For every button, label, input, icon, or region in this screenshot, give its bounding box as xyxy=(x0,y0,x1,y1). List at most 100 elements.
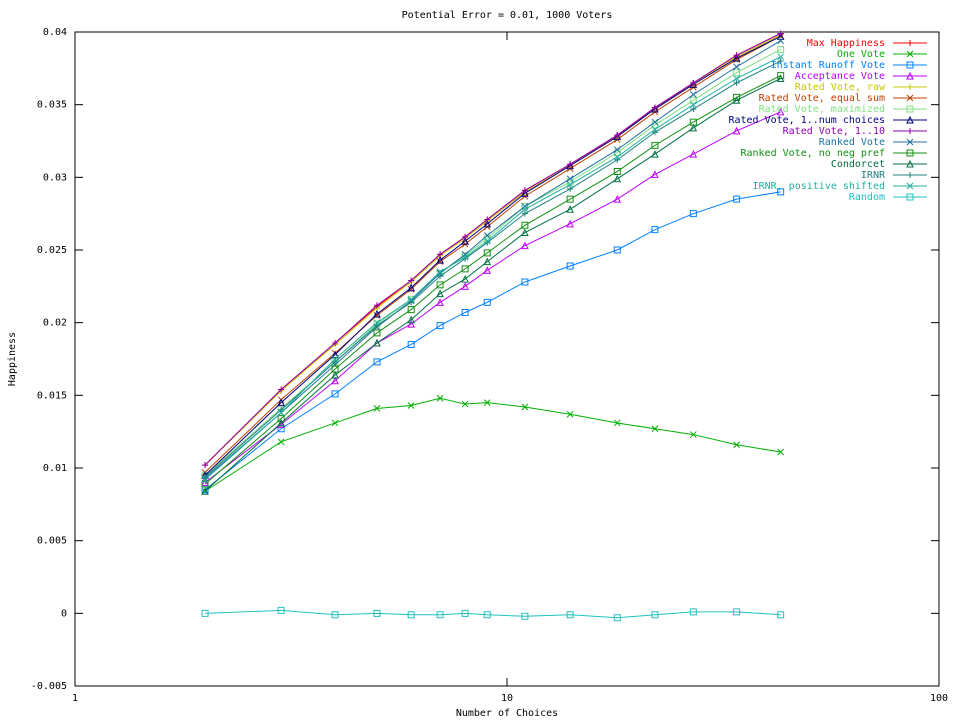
point xyxy=(483,249,491,257)
point xyxy=(436,289,444,298)
point xyxy=(521,187,528,194)
point xyxy=(651,170,659,178)
legend-label: Rated Vote, maximized xyxy=(759,104,885,115)
point xyxy=(566,195,574,203)
point xyxy=(331,611,339,619)
point xyxy=(733,79,740,86)
point xyxy=(613,168,621,176)
legend-label: Ranked Vote xyxy=(819,137,885,148)
point xyxy=(331,419,339,427)
point xyxy=(732,126,741,135)
point xyxy=(483,219,492,228)
point xyxy=(566,262,574,270)
legend-label: Rated Vote, raw xyxy=(795,82,886,93)
point xyxy=(906,149,914,157)
point xyxy=(331,370,339,379)
point xyxy=(521,210,528,217)
x-axis-label: Number of Choices xyxy=(456,708,558,719)
y-tick-label: 0.03 xyxy=(43,172,67,183)
legend-label: IRNR xyxy=(861,170,886,181)
point xyxy=(907,128,913,134)
legend-label: IRNR, positive shifted xyxy=(753,181,885,192)
point xyxy=(613,149,621,157)
point xyxy=(436,281,444,289)
point xyxy=(906,193,914,201)
point xyxy=(733,52,740,59)
point xyxy=(689,431,697,438)
point xyxy=(373,609,381,617)
point xyxy=(777,37,785,45)
point xyxy=(278,406,285,413)
point xyxy=(614,132,621,139)
x-tick-label: 1 xyxy=(72,693,78,704)
point xyxy=(651,126,659,133)
point xyxy=(373,405,381,412)
point xyxy=(407,611,415,619)
point xyxy=(461,237,469,245)
point xyxy=(201,487,209,495)
point xyxy=(521,278,529,286)
point xyxy=(689,149,698,158)
point xyxy=(437,251,444,258)
point xyxy=(462,233,469,240)
point xyxy=(373,319,381,327)
point xyxy=(689,118,697,126)
point xyxy=(566,181,574,188)
series-line xyxy=(204,111,781,483)
point xyxy=(613,195,622,203)
y-tick-label: 0.035 xyxy=(37,100,67,111)
point xyxy=(906,61,914,69)
point xyxy=(907,84,913,90)
series-line xyxy=(204,191,781,491)
point xyxy=(521,241,529,250)
point xyxy=(690,79,697,86)
series-line xyxy=(204,78,781,492)
point xyxy=(373,322,380,329)
point xyxy=(373,338,381,347)
point xyxy=(484,216,491,223)
point xyxy=(202,462,209,469)
point xyxy=(651,425,659,433)
point xyxy=(407,283,415,292)
y-tick-label: 0.02 xyxy=(43,318,67,329)
point xyxy=(566,205,574,213)
point xyxy=(566,175,574,183)
point xyxy=(202,473,209,480)
point xyxy=(408,299,415,306)
point xyxy=(733,441,740,449)
point xyxy=(332,358,339,365)
y-tick-label: 0.01 xyxy=(43,463,67,474)
point xyxy=(483,237,491,245)
point xyxy=(331,355,339,363)
point xyxy=(461,253,469,261)
point xyxy=(483,232,491,239)
point xyxy=(566,611,574,619)
point xyxy=(332,340,339,347)
point xyxy=(277,398,285,407)
point xyxy=(733,93,741,101)
point xyxy=(483,298,491,306)
legend-label: Condorcet xyxy=(831,159,885,170)
point xyxy=(613,146,621,154)
point xyxy=(407,306,415,314)
point xyxy=(907,40,913,46)
point xyxy=(436,611,444,619)
point xyxy=(461,274,469,283)
point xyxy=(331,390,339,398)
point xyxy=(567,161,574,168)
point xyxy=(521,228,529,237)
point xyxy=(483,234,491,242)
point xyxy=(777,611,785,619)
point xyxy=(277,438,285,446)
point xyxy=(651,226,659,234)
point xyxy=(613,153,621,161)
point xyxy=(733,608,741,616)
point xyxy=(407,320,415,328)
point xyxy=(689,608,697,616)
point xyxy=(461,400,469,408)
point xyxy=(201,476,209,483)
y-tick-label: 0.005 xyxy=(37,536,67,547)
y-tick-label: 0 xyxy=(61,608,67,619)
point xyxy=(483,611,491,619)
point xyxy=(277,418,285,427)
